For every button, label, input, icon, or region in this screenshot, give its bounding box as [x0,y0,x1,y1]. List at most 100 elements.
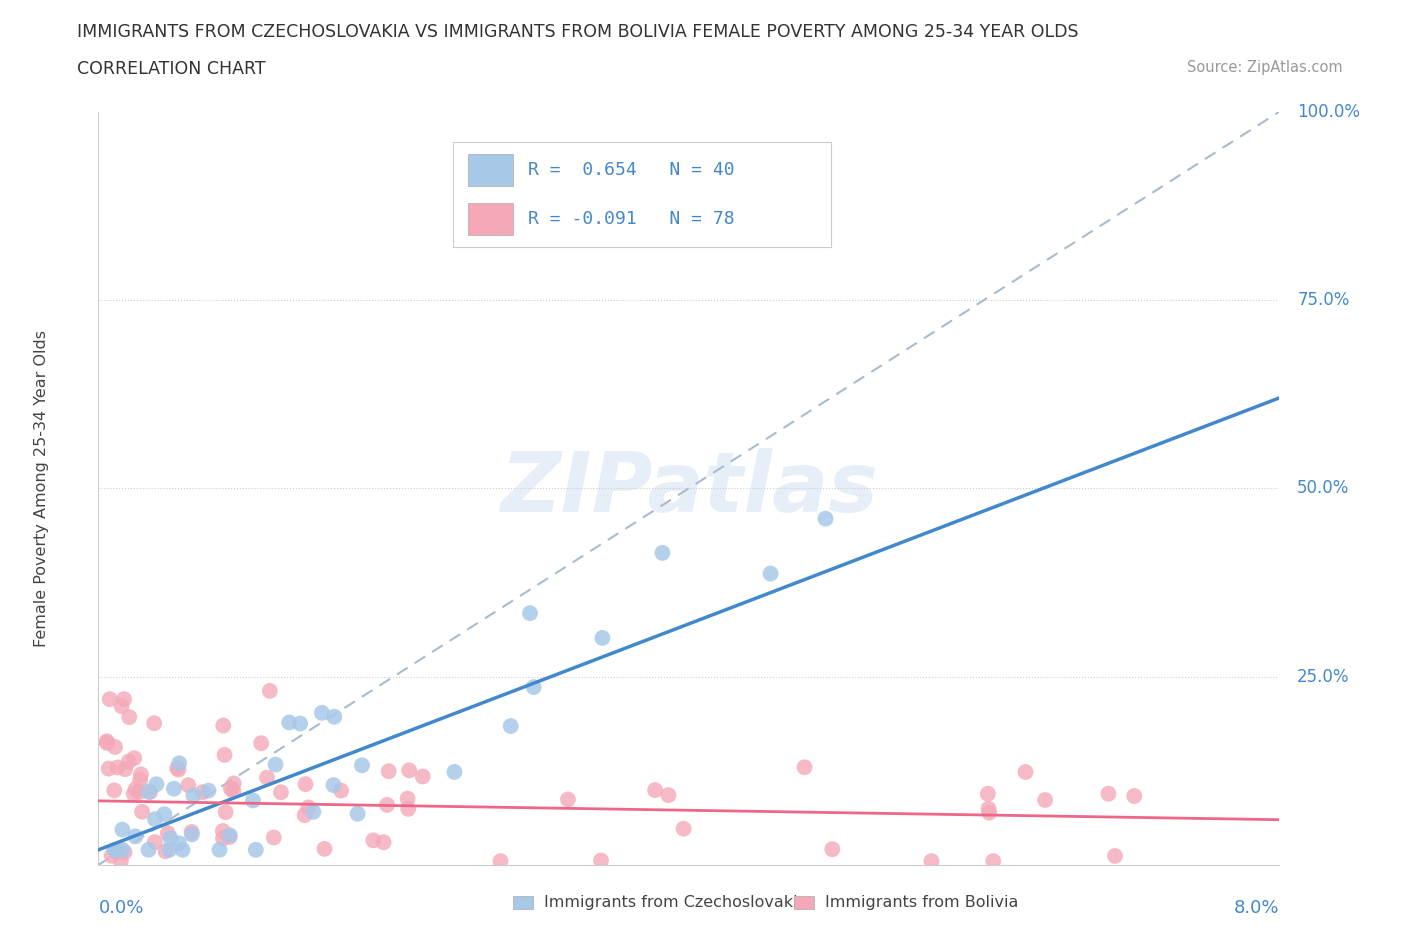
Point [145,777,167,791]
Point [977,802,1000,817]
Point [350,758,373,773]
Point [346,806,368,821]
Point [921,854,943,869]
Point [214,748,236,763]
Text: 75.0%: 75.0% [1298,291,1350,309]
Point [100,848,122,863]
Point [177,777,200,792]
Text: CORRELATION CHART: CORRELATION CHART [77,60,266,78]
Point [218,828,240,843]
Point [589,853,612,868]
Point [124,782,146,797]
Point [111,843,134,857]
Point [153,807,176,822]
Point [375,798,398,813]
Point [250,736,273,751]
Point [1097,786,1119,801]
Point [96,734,118,749]
Point [523,680,546,695]
Point [759,566,782,581]
Point [191,785,214,800]
Text: Female Poverty Among 25-34 Year Olds: Female Poverty Among 25-34 Year Olds [34,330,49,646]
Point [212,718,235,733]
Point [103,783,125,798]
Point [489,854,512,869]
Point [519,605,541,620]
Text: ZIPatlas: ZIPatlas [501,447,877,529]
Point [155,844,177,858]
Point [172,843,194,857]
Point [107,760,129,775]
Point [396,802,419,817]
Point [294,777,316,791]
Point [322,777,344,792]
Point [105,845,128,860]
Point [363,833,385,848]
Point [122,751,145,765]
Text: 8.0%: 8.0% [1234,898,1279,917]
Point [1014,764,1036,779]
Point [219,781,242,796]
Point [977,787,1000,802]
Point [294,807,316,822]
Point [1123,789,1146,804]
Point [167,756,190,771]
Point [96,736,118,751]
Point [114,762,136,777]
Text: 100.0%: 100.0% [1298,102,1360,121]
Point [97,761,120,776]
Point [104,739,127,754]
Point [197,783,219,798]
Point [105,843,128,857]
Point [222,783,245,798]
Point [264,757,287,772]
Point [143,716,166,731]
Point [167,836,190,851]
Point [214,804,236,819]
Text: Immigrants from Bolivia: Immigrants from Bolivia [825,895,1019,910]
Point [143,812,166,827]
Point [981,854,1004,869]
Point [212,824,235,839]
Point [644,783,666,798]
Text: 25.0%: 25.0% [1298,668,1350,685]
Text: Immigrants from Czechoslovakia: Immigrants from Czechoslovakia [544,895,807,910]
Point [163,781,186,796]
Point [814,512,837,526]
Point [208,843,231,857]
Point [499,719,522,734]
Point [398,763,420,777]
Point [110,698,132,713]
Point [242,793,264,808]
Point [263,830,285,845]
Point [330,783,353,798]
Point [112,692,135,707]
Point [412,769,434,784]
Point [793,760,815,775]
Point [302,804,325,819]
Point [222,776,245,790]
Point [1033,792,1056,807]
Point [256,770,278,785]
Point [821,842,844,857]
Point [128,785,150,800]
Text: 0.0%: 0.0% [98,898,143,917]
Point [672,821,695,836]
Point [114,844,136,859]
Point [183,788,205,803]
Point [138,843,160,857]
Point [118,710,141,724]
Point [129,767,152,782]
Point [297,800,319,815]
Point [139,785,162,800]
Point [124,829,146,844]
Text: Source: ZipAtlas.com: Source: ZipAtlas.com [1187,60,1343,75]
Point [396,791,419,806]
Point [443,764,465,779]
Point [138,784,160,799]
Point [218,830,240,844]
Point [314,842,336,857]
Point [156,826,179,841]
Point [118,754,141,769]
Point [591,631,613,645]
